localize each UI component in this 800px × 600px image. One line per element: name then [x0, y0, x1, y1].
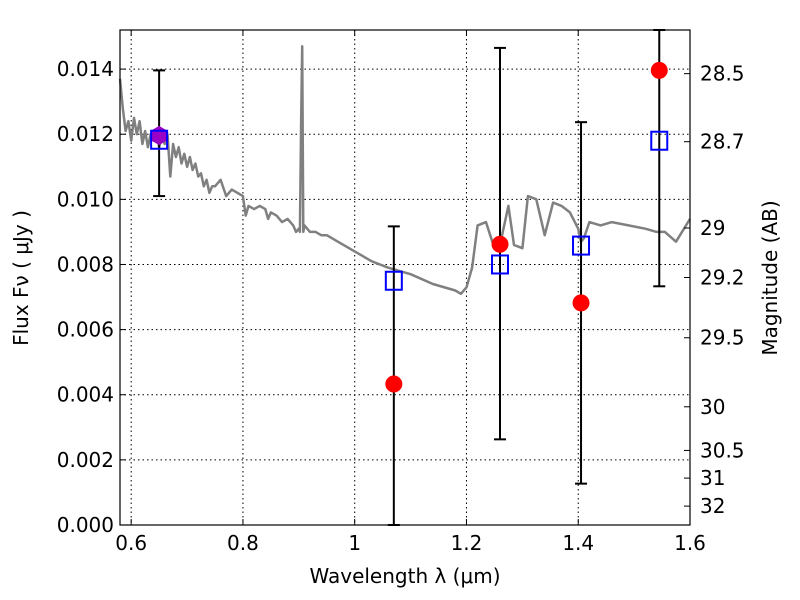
y2-tick-label: 30.5 — [700, 438, 745, 462]
observed-flux-point — [385, 375, 403, 393]
observed-flux-point — [572, 294, 590, 312]
y2-tick-label: 29 — [700, 216, 725, 240]
axis-ticks — [120, 30, 691, 526]
model-photometry-point — [650, 130, 669, 151]
y2-axis-tick-labels: 28.5 28.7 29 29.2 29.5 30 30.5 31 32 — [700, 62, 745, 518]
axes-frame — [119, 29, 691, 526]
y-tick-label: 0.000 — [57, 513, 114, 537]
y-axis-tick-labels: 0.000 0.002 0.004 0.006 0.008 0.010 0.012 0.014 — [57, 57, 114, 537]
x-tick-label: 1.6 — [674, 531, 706, 555]
model-photometry-point — [572, 235, 591, 256]
y2-tick-label: 28.7 — [700, 130, 745, 154]
x-axis-tick-labels: 0.6 0.8 1 1.2 1.4 1.6 — [115, 531, 706, 555]
x-tick-label: 0.8 — [227, 531, 259, 555]
x-tick-label: 1.4 — [562, 531, 594, 555]
spectrum-line — [118, 45, 692, 296]
y2-tick-label: 30 — [700, 395, 725, 419]
model-photometry-point — [384, 270, 403, 291]
x-axis-title: Wavelength λ (μm) — [309, 564, 500, 588]
x-tick-label: 1.2 — [451, 531, 483, 555]
plot-area — [118, 29, 692, 526]
y2-tick-label: 29.2 — [700, 266, 745, 290]
grid-lines — [120, 30, 691, 526]
y2-axis-title: Magnitude (AB) — [758, 200, 782, 355]
y-tick-label: 0.010 — [57, 187, 114, 211]
observed-flux-point — [650, 61, 668, 79]
y-tick-label: 0.002 — [57, 448, 114, 472]
observed-flux-point — [491, 235, 509, 253]
y-tick-label: 0.004 — [57, 383, 114, 407]
model-photometry-point — [491, 254, 509, 275]
detection-point — [150, 125, 168, 146]
y2-tick-label: 32 — [700, 494, 725, 518]
y-axis-title: Flux Fν ( μJy ) — [9, 210, 33, 346]
y-tick-label: 0.012 — [57, 122, 114, 146]
y-tick-label: 0.006 — [57, 318, 114, 342]
x-tick-label: 0.6 — [115, 531, 147, 555]
y2-tick-label: 29.5 — [700, 326, 745, 350]
y-tick-label: 0.014 — [57, 57, 114, 81]
y2-tick-label: 28.5 — [700, 62, 745, 86]
x-tick-label: 1 — [348, 531, 361, 555]
y2-tick-label: 31 — [700, 466, 725, 490]
y-tick-label: 0.008 — [57, 252, 114, 276]
model-photometry-point — [150, 129, 169, 150]
